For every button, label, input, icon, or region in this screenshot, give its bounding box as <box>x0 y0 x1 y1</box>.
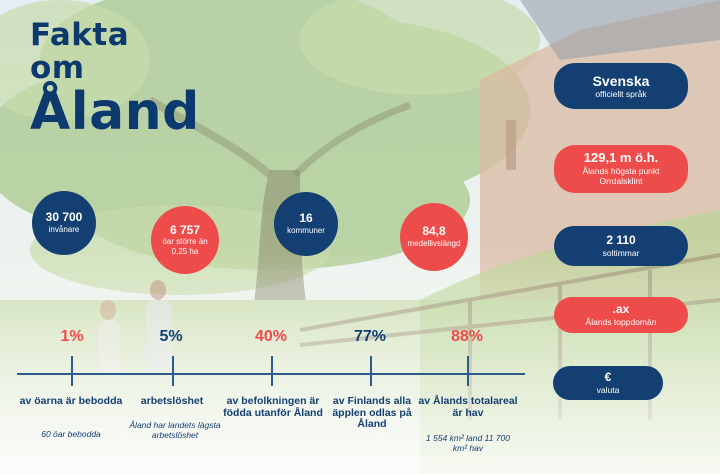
timeline-subnote: 60 öar bebodda <box>41 429 101 439</box>
timeline-tick <box>71 356 73 386</box>
fact-label: öar större än 0,25 ha <box>162 237 208 256</box>
fact-value: .ax <box>612 302 630 316</box>
timeline-percent: 5% <box>159 328 183 345</box>
timeline-description: av Finlands alla äpplen odlas på Åland <box>332 395 412 431</box>
fact-value: Svenska <box>592 72 650 89</box>
fact-value: 30 700 <box>45 210 83 225</box>
fact-pill-highest-point: 129,1 m ö.h. Ålands högsta punkt Orrdals… <box>554 145 688 193</box>
fact-label: kommuner <box>287 226 325 236</box>
timeline-percent: 1% <box>60 328 84 345</box>
timeline-description: arbetslöshet <box>140 395 204 407</box>
timeline-tick <box>271 356 273 386</box>
timeline-description: av öarna är bebodda <box>19 395 123 407</box>
title-line-3: Åland <box>30 82 200 142</box>
fact-circle-municipalities: 16 kommuner <box>274 192 338 256</box>
fact-circle-islands: 6 757 öar större än 0,25 ha <box>151 206 219 274</box>
fact-pill-domain: .ax Ålands toppdomän <box>554 297 688 333</box>
fact-label: Ålands toppdomän <box>585 316 657 327</box>
fact-label: medellivslängd <box>407 239 461 249</box>
title-line-1: Fakta <box>30 17 130 53</box>
timeline-tick <box>467 356 469 386</box>
fact-label: valuta <box>596 384 620 395</box>
fact-value: 6 757 <box>169 222 201 237</box>
fact-label: Ålands högsta punkt Orrdalsklint <box>582 166 660 187</box>
fact-value: 129,1 m ö.h. <box>583 150 659 166</box>
timeline-tick <box>172 356 174 386</box>
fact-circle-population: 30 700 invånare <box>32 191 96 255</box>
fact-value: 16 <box>299 211 313 226</box>
fact-value: 2 110 <box>606 233 636 247</box>
timeline-percent: 40% <box>254 328 288 345</box>
timeline-description: av Ålands totalareal är hav <box>418 395 518 419</box>
title-line-2: om <box>30 50 85 86</box>
fact-label: officiellt språk <box>595 88 647 99</box>
page-title: Fakta om Åland <box>30 17 200 142</box>
fact-pill-sun-hours: 2 110 soltimmar <box>554 226 688 266</box>
timeline-subnote: Åland har landets lägsta arbetslöshet <box>129 420 221 441</box>
timeline-percent: 88% <box>450 328 484 345</box>
timeline-description: av befolkningen är födda utanför Åland <box>223 395 323 419</box>
fact-pill-currency: € valuta <box>553 366 663 400</box>
timeline-tick <box>370 356 372 386</box>
fact-label: soltimmar <box>602 247 640 258</box>
fact-value: € <box>604 370 612 384</box>
fact-label: invånare <box>48 225 80 235</box>
fact-value: 84,8 <box>422 224 446 239</box>
fact-pill-language: Svenska officiellt språk <box>554 63 688 109</box>
fact-circle-life-expectancy: 84,8 medellivslängd <box>400 203 468 271</box>
timeline-percent: 77% <box>353 328 387 345</box>
timeline-subnote: 1 554 km² land 11 700 km² hav <box>426 433 510 454</box>
